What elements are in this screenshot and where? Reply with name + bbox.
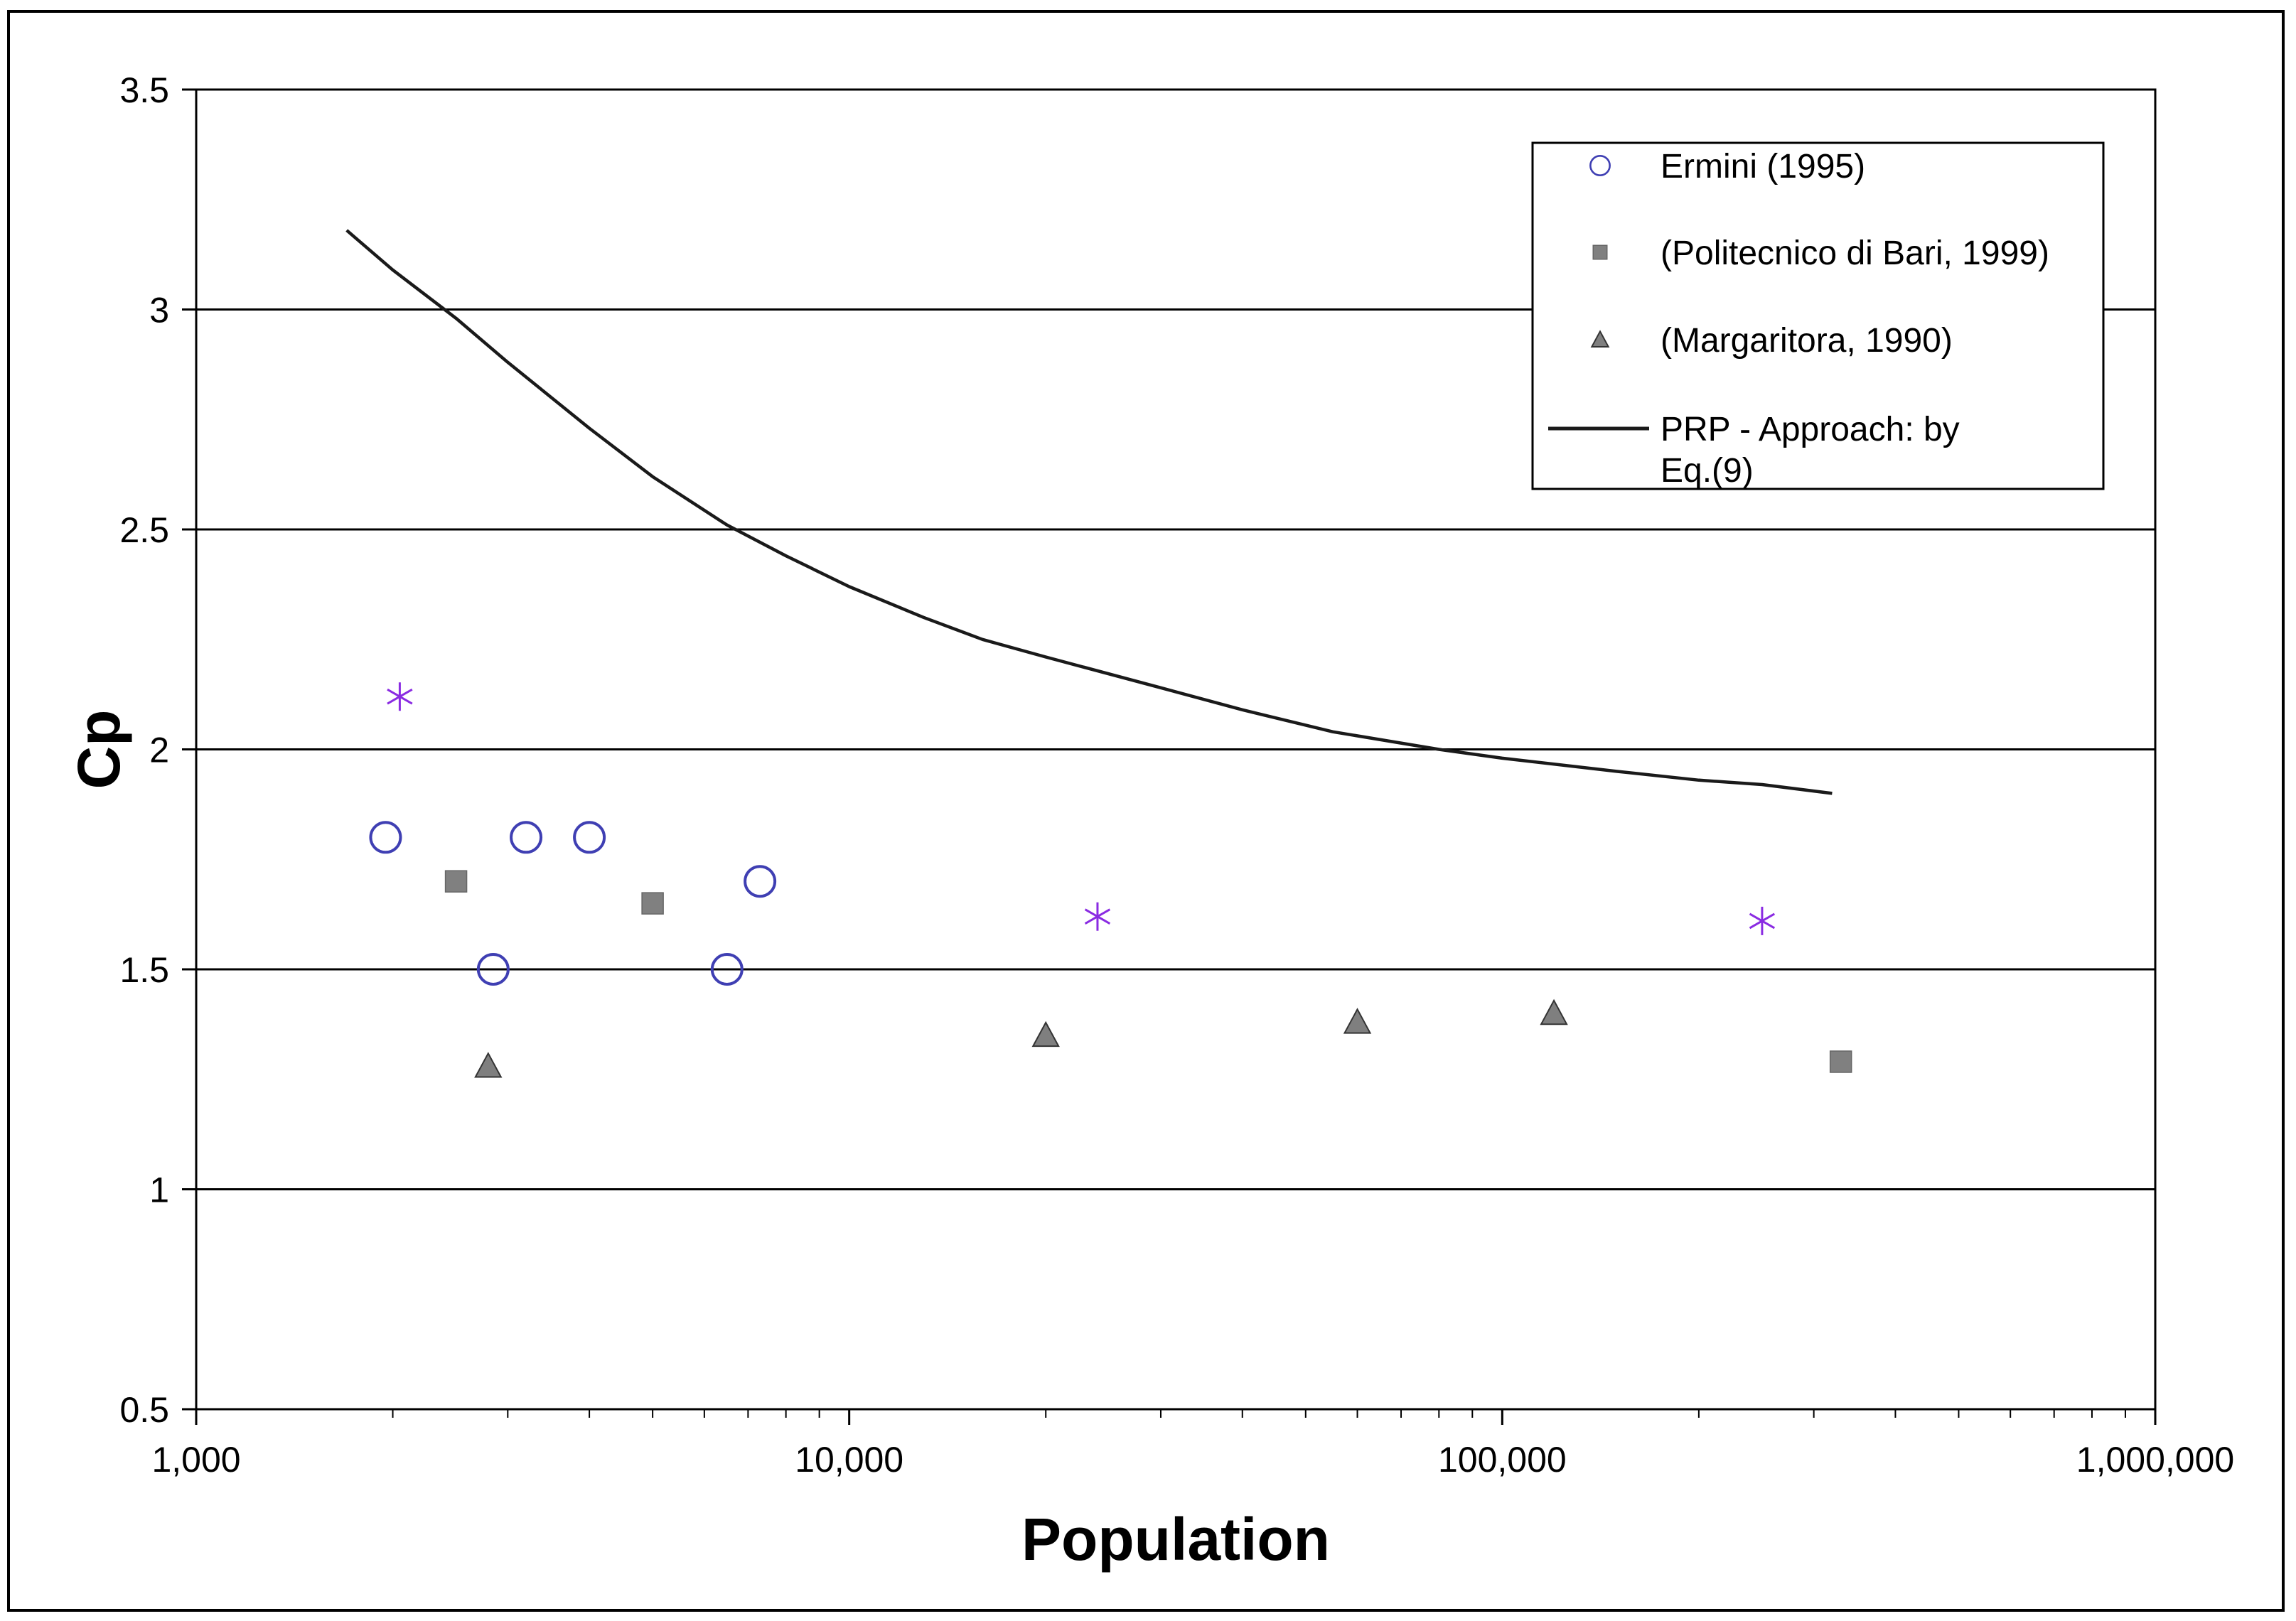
data-point-triangle bbox=[1540, 998, 1568, 1025]
legend: Ermini (1995) (Politecnico di Bari, 1999)… bbox=[1531, 141, 2105, 490]
data-point-triangle bbox=[1031, 1020, 1060, 1048]
x-tick-label: 1,000 bbox=[151, 1440, 240, 1480]
y-tick-label: 1 bbox=[149, 1170, 169, 1210]
data-point-asterisk bbox=[1084, 902, 1111, 931]
prp-curve bbox=[345, 229, 1833, 795]
legend-swatch-circle bbox=[1589, 155, 1611, 176]
asterisk-stroke bbox=[1749, 912, 1776, 930]
data-point-circle bbox=[710, 953, 744, 986]
axes: 0.5 1 1.5 2 2.5 3 3.5 1,000 10,000 100,000 1,000,0… bbox=[119, 70, 2234, 1480]
legend-label: (Politecnico di Bari, 1999) bbox=[1661, 235, 2049, 272]
data-point-square bbox=[444, 870, 468, 893]
legend-label: PRP - Approach: by bbox=[1661, 411, 1960, 448]
legend-label: Eq.(9) bbox=[1661, 452, 1754, 490]
marker-layer bbox=[369, 682, 1852, 1078]
data-point-asterisk bbox=[1749, 906, 1776, 935]
asterisk-stroke bbox=[1084, 908, 1111, 925]
data-point-circle bbox=[510, 821, 543, 854]
legend-item: (Politecnico di Bari, 1999) bbox=[1592, 235, 2049, 272]
legend-swatch-triangle bbox=[1590, 330, 1610, 348]
legend-item: PRP - Approach: by Eq.(9) bbox=[1548, 411, 1960, 490]
legend-item: (Margaritora, 1990) bbox=[1590, 322, 1953, 360]
data-point-square bbox=[641, 892, 664, 915]
curve-layer bbox=[345, 229, 1833, 795]
data-point-circle bbox=[744, 865, 777, 898]
data-point-circle bbox=[369, 821, 402, 854]
data-point-triangle bbox=[474, 1052, 503, 1078]
y-axis-title: Cp bbox=[65, 710, 132, 790]
legend-label: (Margaritora, 1990) bbox=[1661, 322, 1953, 360]
data-point-square bbox=[1829, 1050, 1852, 1073]
data-point-circle bbox=[476, 953, 510, 986]
y-tick-label: 2 bbox=[149, 731, 169, 770]
y-tick-label: 2.5 bbox=[119, 510, 169, 550]
y-tick-label: 3 bbox=[149, 291, 169, 330]
x-axis-title: Population bbox=[1021, 1506, 1330, 1573]
y-tick-label: 1.5 bbox=[119, 950, 169, 990]
legend-swatch-square bbox=[1592, 244, 1608, 260]
x-tick-label: 1,000,000 bbox=[2076, 1440, 2234, 1480]
x-tick-label: 10,000 bbox=[795, 1440, 903, 1480]
data-point-circle bbox=[573, 821, 606, 854]
y-tick-label: 0.5 bbox=[119, 1390, 169, 1430]
x-tick-label: 100,000 bbox=[1438, 1440, 1567, 1480]
legend-box bbox=[1531, 141, 2105, 490]
y-tick-label: 3.5 bbox=[119, 70, 169, 110]
legend-item: Ermini (1995) bbox=[1589, 148, 1865, 185]
asterisk-stroke bbox=[387, 688, 413, 705]
data-point-asterisk bbox=[387, 682, 413, 711]
data-point-triangle bbox=[1343, 1008, 1372, 1034]
legend-label: Ermini (1995) bbox=[1661, 148, 1865, 185]
